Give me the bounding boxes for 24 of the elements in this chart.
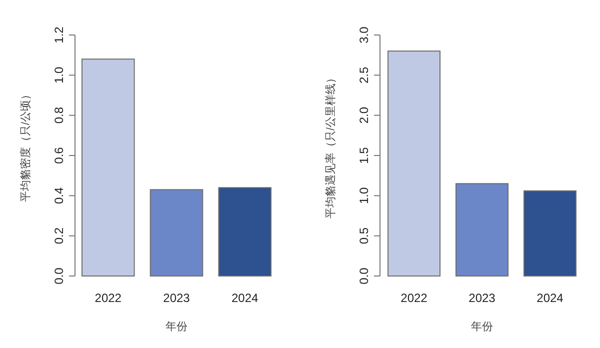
x-tick-label: 2024 <box>232 291 259 305</box>
y-tick-label: 0.8 <box>52 106 66 124</box>
x-axis-title: 年份 <box>471 321 493 333</box>
y-tick-label: 0.6 <box>52 146 66 164</box>
y-tick-label: 0.5 <box>357 227 371 244</box>
y-tick-label: 0.0 <box>52 267 66 284</box>
x-tick-label: 2023 <box>163 291 190 305</box>
y-tick-label: 0.2 <box>52 227 66 244</box>
y-tick-label: 1.0 <box>52 66 66 84</box>
x-tick-label: 2022 <box>400 291 428 305</box>
y-tick-label: 0.4 <box>52 187 66 204</box>
x-tick-label: 2022 <box>94 291 122 305</box>
x-axis-title: 年份 <box>166 321 188 333</box>
y-tick-label: 1.2 <box>52 26 66 44</box>
x-tick-label: 2024 <box>536 291 564 305</box>
y-tick-label: 3.0 <box>357 26 371 44</box>
x-tick-label: 2023 <box>468 291 496 305</box>
y-axis-title: 平均貉遇见率（只/公里样线） <box>324 72 337 219</box>
y-axis-title: 平均貉密度（只/公顷） <box>19 88 32 202</box>
y-tick-label: 2.0 <box>357 106 371 124</box>
y-tick-label: 1.5 <box>357 146 371 164</box>
y-tick-label: 1.0 <box>357 187 371 204</box>
y-tick-label: 0.0 <box>357 267 371 284</box>
y-tick-label: 2.5 <box>357 66 371 84</box>
